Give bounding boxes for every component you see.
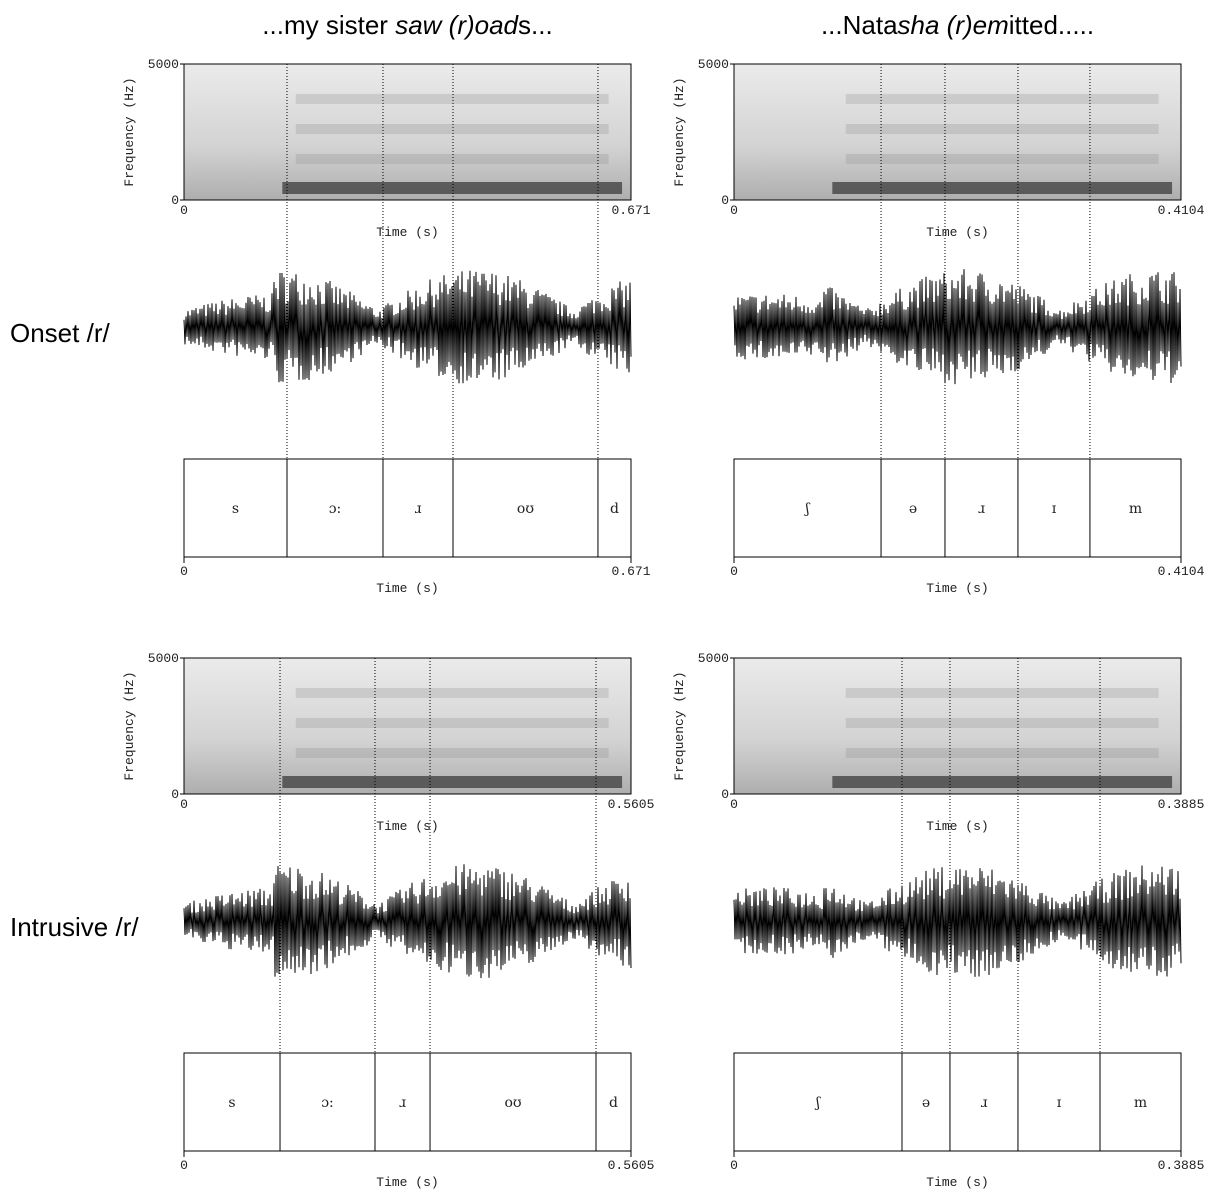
waveform (734, 866, 1181, 977)
row-label: Onset /r/ (10, 318, 110, 348)
segment-label: ɔ: (329, 501, 342, 517)
segment-label: s (232, 501, 239, 517)
voicing-bar (832, 776, 1172, 788)
freq-tick-label: 0 (721, 193, 729, 208)
time-tick-label: 0 (180, 1158, 188, 1173)
segment-label: m (1129, 501, 1142, 517)
freq-axis-label: Frequency (Hz) (122, 77, 137, 186)
column-title: ...my sister saw (r)oads... (262, 10, 552, 40)
time-tick-label: 0 (180, 564, 188, 579)
freq-tick-label: 0 (171, 193, 179, 208)
title-part: itted..... (1009, 10, 1094, 40)
freq-axis-label: Frequency (Hz) (672, 671, 687, 780)
title-part: s... (518, 10, 553, 40)
figure: ...my sister saw (r)oads... ...Natasha (r… (0, 0, 1220, 1196)
textgrid (184, 459, 631, 557)
segment-label: ʃ (804, 501, 811, 517)
formant-band (846, 154, 1159, 164)
segment-label: ə (909, 501, 917, 517)
time-axis-label: Time (s) (376, 819, 438, 834)
textgrid (734, 1053, 1181, 1151)
time-tick-label: 0.5605 (608, 797, 655, 812)
row-label: Intrusive /r/ (10, 912, 139, 942)
formant-band (296, 124, 609, 134)
formant-band (846, 688, 1159, 698)
time-tick-label: 0.4104 (1158, 564, 1205, 579)
segment-label: ə (922, 1095, 930, 1111)
segment-label: ɪ (1057, 1095, 1062, 1111)
textgrid (734, 459, 1181, 557)
time-axis-label: Time (s) (926, 819, 988, 834)
time-axis-label: Time (s) (926, 581, 988, 596)
segment-label: ɹ (980, 1095, 987, 1111)
freq-tick-label: 0 (171, 787, 179, 802)
formant-band (846, 748, 1159, 758)
formant-band (296, 748, 609, 758)
time-tick-label: 0 (180, 203, 188, 218)
time-tick-label: 0.671 (611, 203, 650, 218)
textgrid (184, 1053, 631, 1151)
formant-band (846, 124, 1159, 134)
time-tick-label: 0 (730, 564, 738, 579)
segment-label: d (609, 1095, 618, 1111)
voicing-bar (282, 776, 622, 788)
freq-axis-label: Frequency (Hz) (672, 77, 687, 186)
time-tick-label: 0.3885 (1158, 1158, 1205, 1173)
segment-label: d (610, 501, 619, 517)
waveform (734, 269, 1181, 384)
time-axis-label: Time (s) (376, 1175, 438, 1190)
formant-band (846, 718, 1159, 728)
voicing-bar (282, 182, 622, 194)
segment-label: oʊ (504, 1095, 521, 1111)
freq-tick-label: 5000 (148, 651, 179, 666)
formant-band (296, 718, 609, 728)
segment-label: ɹ (414, 501, 421, 517)
segment-label: ɹ (399, 1095, 406, 1111)
time-tick-label: 0 (730, 797, 738, 812)
time-tick-label: 0 (730, 1158, 738, 1173)
segment-label: m (1134, 1095, 1147, 1111)
waveform (184, 271, 631, 384)
voicing-bar (832, 182, 1172, 194)
time-axis-label: Time (s) (926, 225, 988, 240)
time-tick-label: 0 (180, 797, 188, 812)
freq-axis-label: Frequency (Hz) (122, 671, 137, 780)
time-tick-label: 0 (730, 203, 738, 218)
time-axis-label: Time (s) (926, 1175, 988, 1190)
segment-label: ʃ (814, 1095, 821, 1111)
freq-tick-label: 5000 (698, 57, 729, 72)
time-tick-label: 0.5605 (608, 1158, 655, 1173)
freq-tick-label: 0 (721, 787, 729, 802)
title-part: saw (r)oad (395, 10, 519, 40)
segment-label: ɔ: (321, 1095, 334, 1111)
segment-label: oʊ (517, 501, 534, 517)
freq-tick-label: 5000 (148, 57, 179, 72)
segment-label: ɹ (978, 501, 985, 517)
column-title: ...Natasha (r)emitted..... (821, 10, 1094, 40)
time-tick-label: 0.671 (611, 564, 650, 579)
formant-band (846, 94, 1159, 104)
formant-band (296, 94, 609, 104)
formant-band (296, 688, 609, 698)
waveform (184, 864, 631, 978)
title-part: ...Nata (821, 10, 898, 40)
freq-tick-label: 5000 (698, 651, 729, 666)
segment-label: ɪ (1052, 501, 1057, 517)
time-axis-label: Time (s) (376, 581, 438, 596)
formant-band (296, 154, 609, 164)
time-axis-label: Time (s) (376, 225, 438, 240)
title-part: sha (r)em (898, 10, 1009, 40)
segment-label: s (228, 1095, 235, 1111)
time-tick-label: 0.3885 (1158, 797, 1205, 812)
title-part: ...my sister (262, 10, 395, 40)
time-tick-label: 0.4104 (1158, 203, 1205, 218)
